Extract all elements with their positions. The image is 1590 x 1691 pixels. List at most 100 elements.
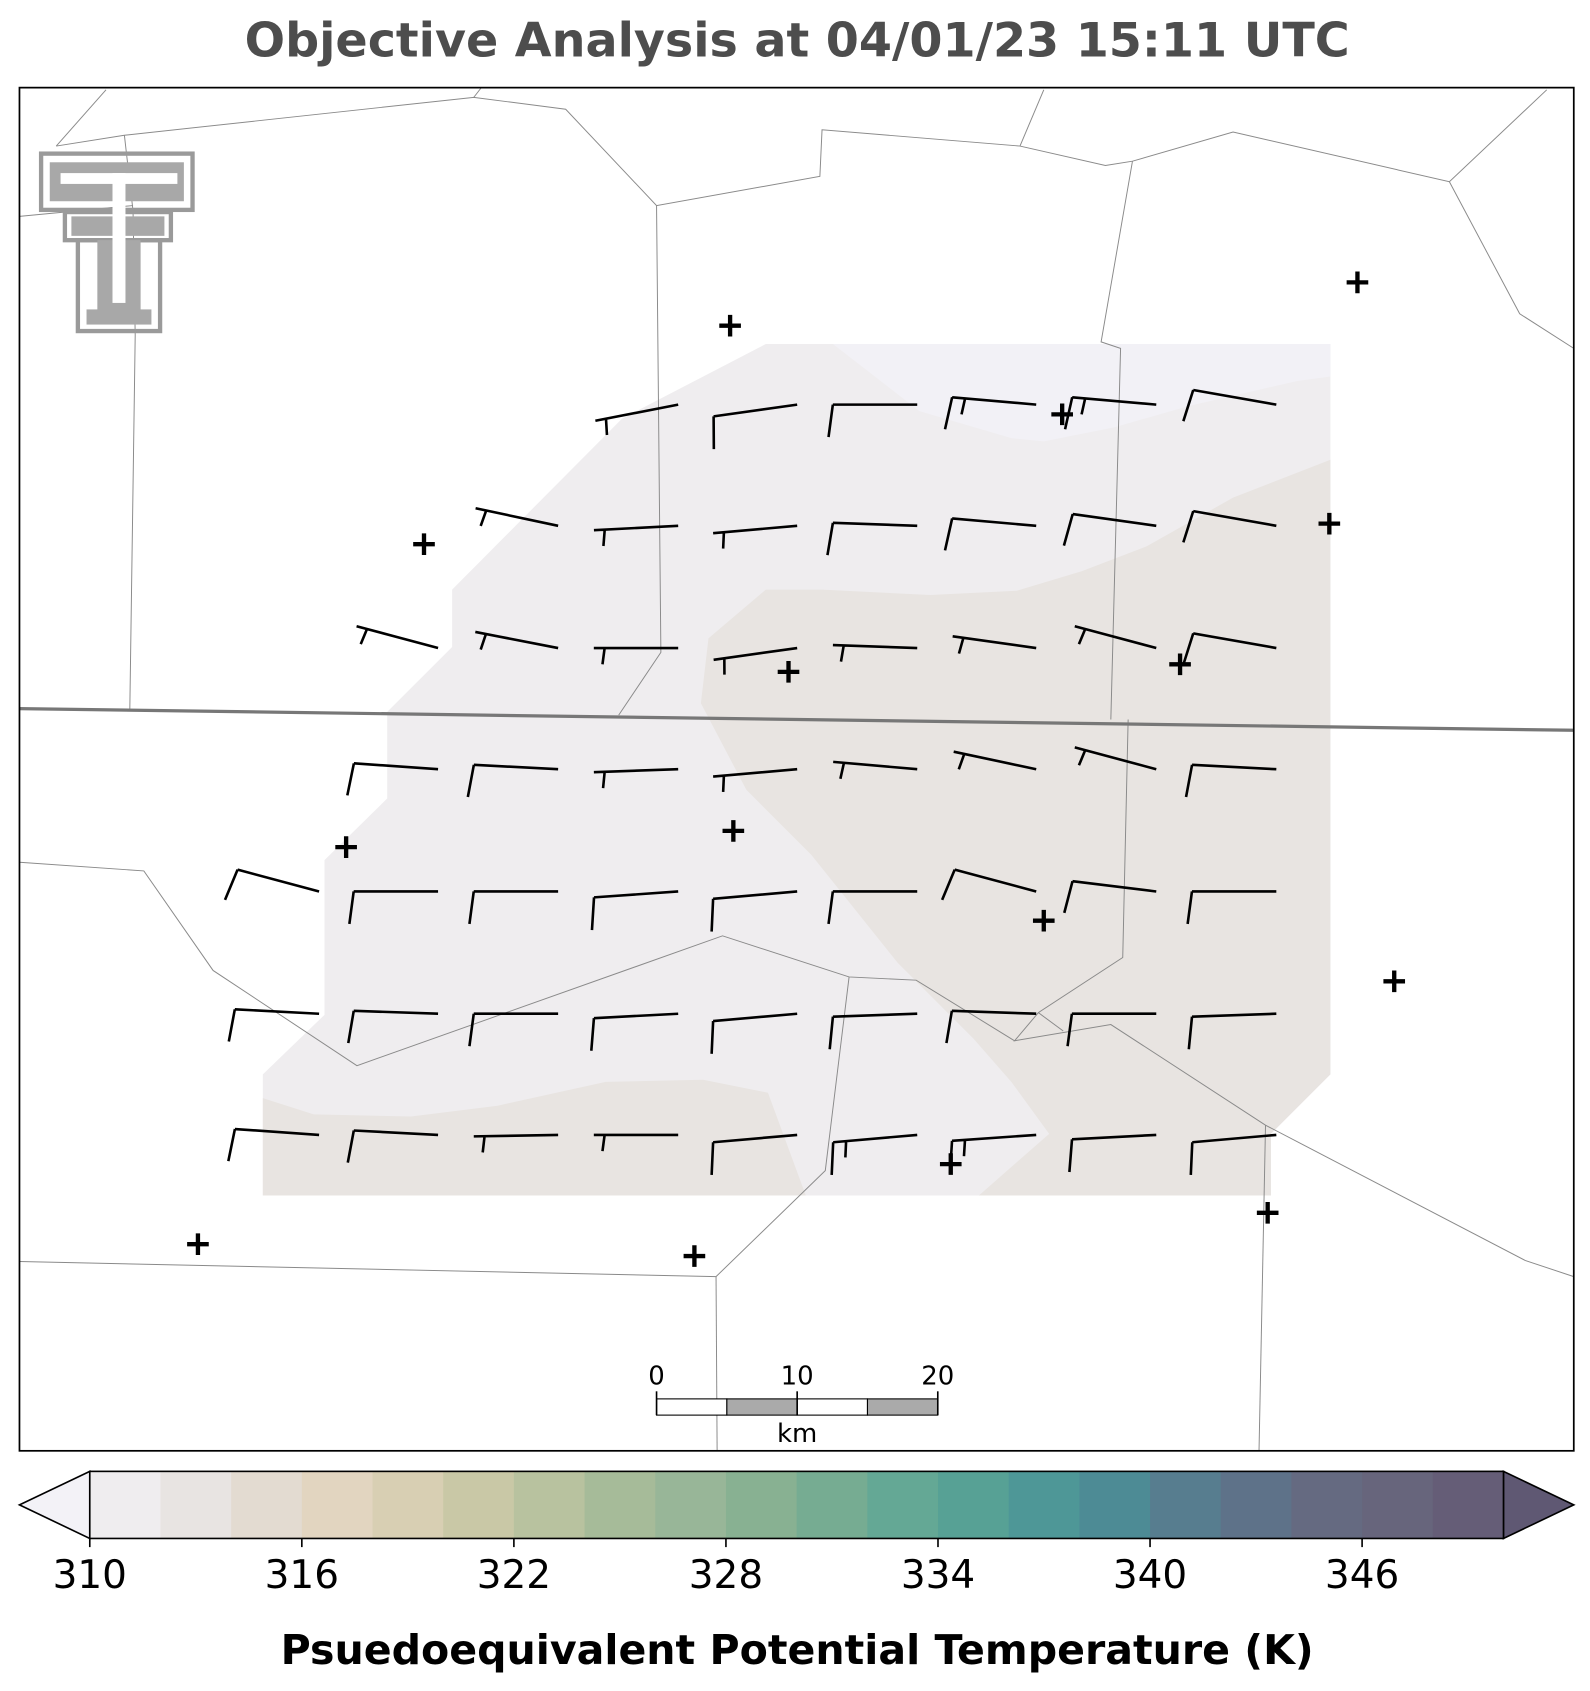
station-marker	[1032, 909, 1055, 932]
colorbar-segment	[725, 1471, 798, 1539]
analysis-fill	[832, 344, 1331, 442]
wind-barb	[713, 646, 798, 675]
colorbar-segment	[867, 1471, 939, 1539]
logo	[38, 151, 195, 334]
wind-barb	[1062, 512, 1157, 546]
colorbar-segment	[1432, 1471, 1505, 1539]
station-marker	[722, 820, 745, 842]
colorbar-segment	[301, 1471, 374, 1539]
colorbar-segment	[584, 1471, 656, 1539]
colorbar-segment	[89, 1471, 162, 1539]
wind-barb	[830, 1133, 918, 1176]
scale-bar-segment	[866, 1398, 939, 1416]
wind-barb	[348, 890, 439, 925]
wind-barb	[712, 403, 798, 450]
colorbar-segment	[1079, 1471, 1151, 1539]
wind-barb	[346, 1129, 439, 1163]
wind-barb	[590, 890, 679, 931]
station-marker	[1318, 512, 1341, 535]
wind-barb	[590, 1012, 679, 1051]
stations	[187, 271, 1406, 1267]
county-lines	[19, 87, 1575, 1451]
colorbar-tick-label: 322	[477, 1553, 551, 1598]
wind-barb	[346, 762, 439, 796]
colorbar-segment	[796, 1471, 868, 1539]
wind-barb	[1182, 632, 1277, 666]
wind-barb	[475, 630, 559, 650]
wind-barb	[1066, 1012, 1157, 1047]
wind-barb	[1074, 624, 1157, 650]
station-marker	[413, 533, 435, 556]
wind-barb	[593, 1133, 679, 1152]
colorbar-segment	[443, 1471, 515, 1539]
colorbar: Psuedoequivalent Potential Temperature (…	[17, 1470, 1576, 1674]
county-line	[1100, 161, 1133, 720]
wind-barb	[710, 890, 798, 932]
colorbar-segment	[231, 1471, 303, 1539]
scale-bar-label: 20	[921, 1362, 954, 1392]
scale-bar-label: 10	[781, 1362, 814, 1392]
state-border	[19, 707, 1574, 732]
wind-barb	[593, 767, 679, 789]
county-line	[19, 861, 1015, 1067]
logo-part	[86, 309, 152, 325]
wind-barb	[223, 868, 320, 901]
wind-barb	[827, 403, 918, 438]
wind-barb	[826, 521, 918, 556]
county-line	[1258, 1125, 1266, 1451]
wind-barb	[227, 1127, 320, 1162]
wind-barb	[347, 1009, 439, 1044]
county-line	[1448, 181, 1575, 349]
colorbar-tick-label: 310	[53, 1553, 127, 1598]
colorbar-segment	[655, 1471, 727, 1539]
station-marker	[719, 314, 741, 337]
wind-barb	[943, 395, 1037, 430]
wind-barb	[466, 763, 559, 798]
wind-barb	[1182, 388, 1277, 422]
wind-barbs	[223, 388, 1277, 1176]
wind-barb	[595, 403, 679, 436]
scale-bar-segment	[726, 1398, 798, 1416]
station-marker	[777, 661, 800, 683]
wind-barb	[832, 643, 918, 662]
county-line	[1038, 1012, 1064, 1032]
county-line	[473, 87, 482, 98]
wind-barb	[356, 624, 439, 650]
title: Objective Analysis at 04/01/23 15:11 UTC	[245, 13, 1350, 68]
colorbar-segment	[372, 1471, 444, 1539]
station-marker	[1346, 271, 1369, 294]
wind-barb	[1074, 746, 1157, 771]
scale-unit: km	[777, 1419, 817, 1449]
wind-barb	[943, 517, 1037, 551]
wind-barb	[833, 760, 918, 780]
wind-barb	[713, 524, 798, 549]
county-line	[55, 89, 107, 147]
wind-barb	[828, 1012, 918, 1050]
wind-barb	[952, 635, 1037, 654]
map: km 0 10 20	[18, 86, 1575, 1452]
wind-barb	[593, 524, 679, 547]
station-marker	[187, 1233, 209, 1255]
colorbar-tick-label: 340	[1113, 1553, 1187, 1598]
colorbar-segment	[1362, 1471, 1434, 1539]
station-marker	[1383, 970, 1406, 993]
scale-bar-label: 0	[648, 1362, 665, 1392]
scale-bar-segment	[796, 1398, 869, 1416]
station-marker	[1051, 403, 1073, 426]
wind-barb	[953, 750, 1037, 771]
wind-barb	[1182, 509, 1277, 543]
wind-barb	[945, 1009, 1037, 1044]
colorbar-extend-under	[17, 1470, 91, 1540]
station-marker	[1169, 653, 1191, 676]
wind-barb	[940, 868, 1037, 901]
county-line	[618, 205, 662, 716]
logo-part	[112, 173, 126, 303]
county-line	[19, 976, 850, 1278]
station-marker	[939, 1153, 962, 1175]
analysis-fill	[700, 459, 1331, 1196]
wind-barb	[1184, 763, 1277, 798]
wind-barb	[713, 767, 798, 793]
wind-barb	[1068, 1133, 1157, 1173]
